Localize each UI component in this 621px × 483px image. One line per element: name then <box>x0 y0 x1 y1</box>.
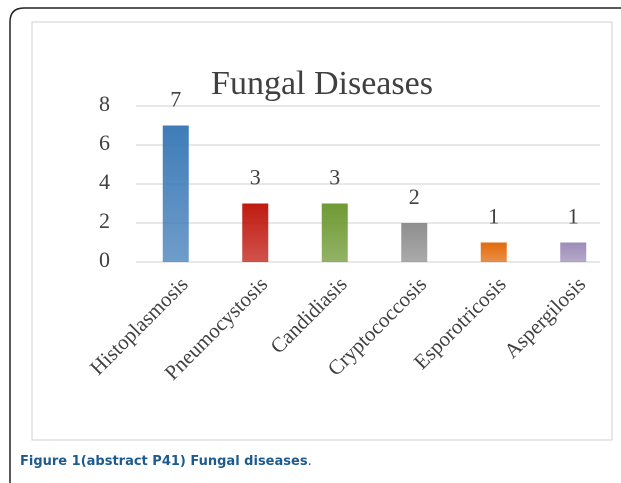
data-label: 1 <box>568 204 579 229</box>
y-tick-label: 6 <box>99 130 110 155</box>
bar <box>321 203 348 262</box>
bar <box>242 203 269 262</box>
chart-title: Fungal Diseases <box>211 65 433 102</box>
bar <box>401 223 428 262</box>
bar <box>480 242 507 262</box>
y-tick-label: 4 <box>99 169 110 194</box>
caption: Figure 1(abstract P41) Fungal diseases. <box>20 454 312 469</box>
bar <box>162 125 189 262</box>
data-label: 3 <box>329 165 340 190</box>
y-tick-label: 2 <box>99 208 110 233</box>
y-tick-label: 0 <box>99 247 110 272</box>
caption-end: . <box>307 454 312 469</box>
caption-text: Figure 1(abstract P41) Fungal diseases <box>20 454 308 469</box>
data-label: 7 <box>170 87 181 112</box>
bar <box>560 242 587 262</box>
y-tick-label: 8 <box>99 91 110 116</box>
data-label: 1 <box>488 204 499 229</box>
data-label: 2 <box>409 184 420 209</box>
figure-border <box>9 7 621 483</box>
data-label: 3 <box>250 165 261 190</box>
